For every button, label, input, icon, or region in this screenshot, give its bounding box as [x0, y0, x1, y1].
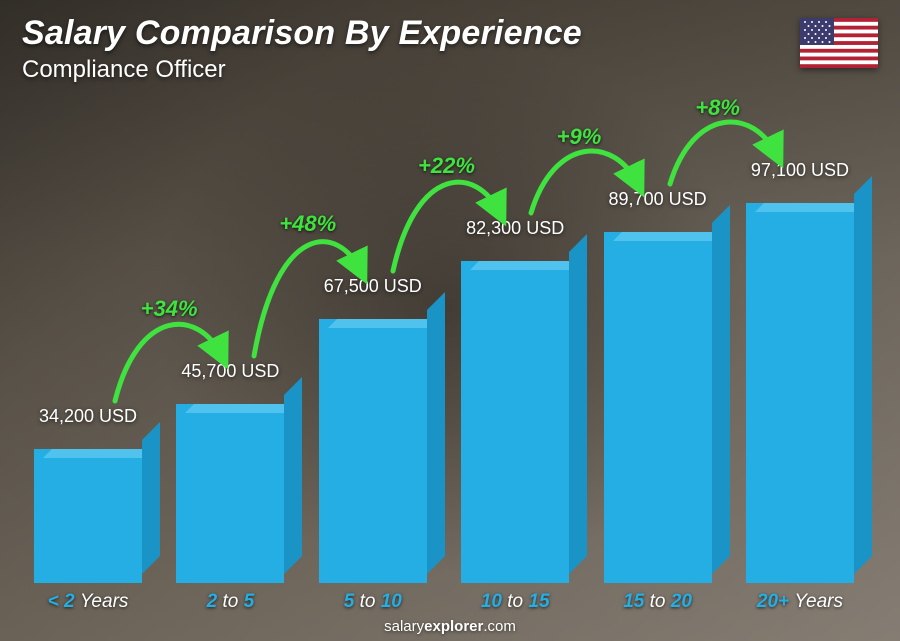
- bar-group: 67,500 USD: [313, 276, 433, 583]
- bar: [604, 232, 712, 583]
- bar-group: 82,300 USD: [455, 218, 575, 583]
- chart-subtitle: Compliance Officer: [22, 56, 226, 84]
- bar: [34, 449, 142, 583]
- bar-group: 89,700 USD: [598, 189, 718, 583]
- flag-icon: [800, 18, 878, 68]
- x-axis-label: 2 to 5: [170, 591, 290, 613]
- growth-pct-label: +9%: [557, 124, 602, 150]
- bar-value-label: 34,200 USD: [39, 406, 137, 427]
- infographic-stage: Salary Comparison By Experience Complian…: [0, 0, 900, 641]
- bar-group: 34,200 USD: [28, 406, 148, 583]
- x-axis-labels: < 2 Years 2 to 5 5 to 10 10 to 15 15 to 20 20…: [28, 591, 860, 613]
- bar: [746, 203, 854, 583]
- bars-container: 34,200 USD 45,700 USD 67,500 USD 82,300 USD…: [28, 113, 860, 583]
- bar-value-label: 67,500 USD: [324, 276, 422, 297]
- bar-chart: 34,200 USD 45,700 USD 67,500 USD 82,300 USD…: [0, 113, 900, 583]
- x-axis-label: 15 to 20: [598, 591, 718, 613]
- bar-value-label: 82,300 USD: [466, 218, 564, 239]
- bar: [319, 319, 427, 583]
- bar-value-label: 45,700 USD: [181, 361, 279, 382]
- bar: [461, 261, 569, 583]
- footer-text-bold: explorer: [424, 618, 483, 635]
- x-axis-label: 5 to 10: [313, 591, 433, 613]
- footer-text-1: salary: [384, 618, 424, 635]
- growth-pct-label: +8%: [695, 95, 740, 121]
- growth-pct-label: +22%: [418, 153, 475, 179]
- x-axis-label: < 2 Years: [28, 591, 148, 613]
- bar-value-label: 97,100 USD: [751, 160, 849, 181]
- footer-text-2: .com: [483, 618, 516, 635]
- growth-pct-label: +34%: [141, 296, 198, 322]
- chart-title: Salary Comparison By Experience: [22, 14, 582, 53]
- x-axis-label: 10 to 15: [455, 591, 575, 613]
- x-axis-label: 20+ Years: [740, 591, 860, 613]
- bar: [176, 404, 284, 583]
- bar-group: 97,100 USD: [740, 160, 860, 583]
- footer-attribution: salaryexplorer.com: [0, 618, 900, 635]
- bar-value-label: 89,700 USD: [609, 189, 707, 210]
- bar-group: 45,700 USD: [170, 361, 290, 583]
- growth-pct-label: +48%: [279, 211, 336, 237]
